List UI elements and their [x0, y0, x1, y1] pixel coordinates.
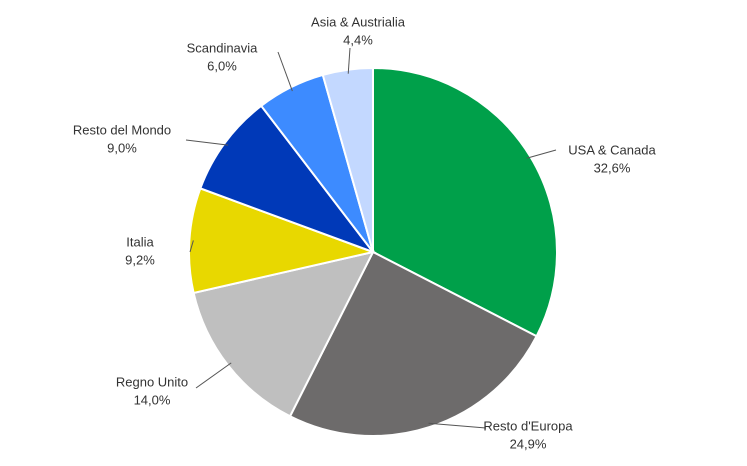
leader-line — [526, 149, 557, 159]
slice-value-label: 9,0% — [107, 140, 137, 155]
leader-line — [189, 240, 194, 253]
pie-slice — [372, 66, 558, 338]
leader-line — [195, 362, 232, 389]
slice-value-label: 32,6% — [594, 160, 631, 175]
slice-value-label: 14,0% — [134, 392, 171, 407]
slice-label: Resto del Mondo — [73, 122, 171, 137]
leader-line — [185, 139, 229, 146]
slice-value-label: 9,2% — [125, 252, 155, 267]
pie-slice — [199, 104, 376, 255]
slice-label: USA & Canada — [568, 142, 656, 157]
leader-line — [428, 422, 487, 429]
slice-label: Resto d'Europa — [483, 418, 573, 433]
slice-value-label: 24,9% — [510, 436, 547, 451]
pie-slice — [188, 187, 377, 295]
leader-line — [277, 51, 293, 92]
slice-label: Scandinavia — [187, 40, 259, 55]
slice-label: Italia — [126, 234, 154, 249]
pie-slice — [321, 66, 374, 253]
pie-slice — [288, 250, 538, 437]
slice-value-label: 4,4% — [343, 32, 373, 47]
leader-line — [347, 47, 351, 74]
slice-value-label: 6,0% — [207, 58, 237, 73]
slice-label: Regno Unito — [116, 374, 188, 389]
slice-label: Asia & Austrialia — [311, 14, 406, 29]
